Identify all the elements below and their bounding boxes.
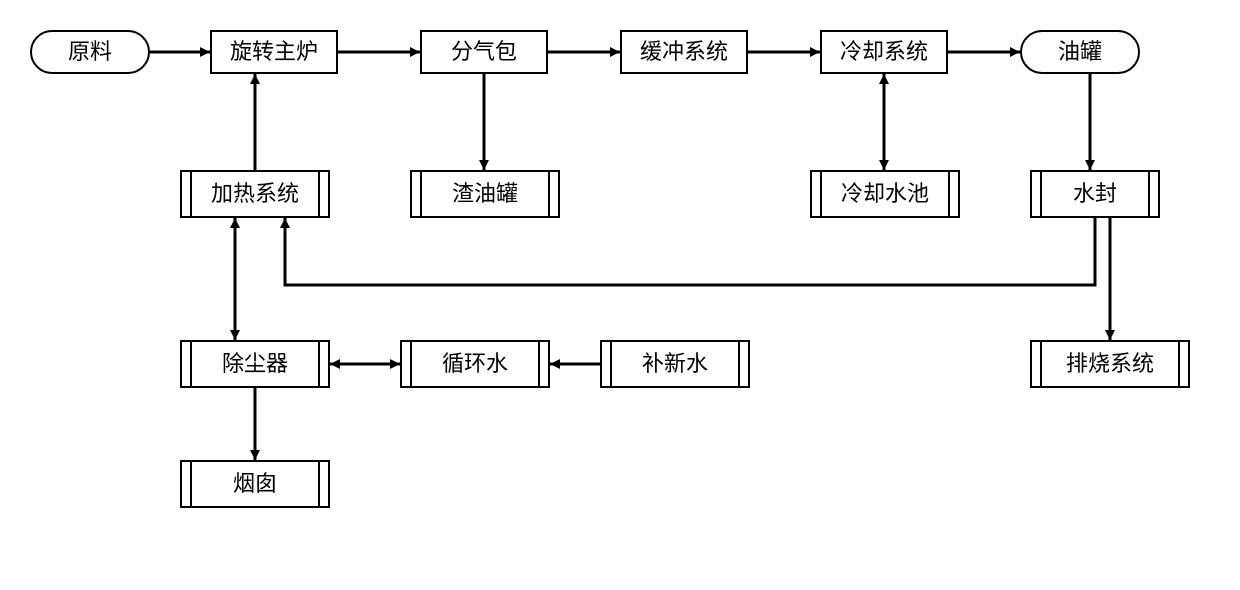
node-newwater: 补新水	[600, 340, 750, 388]
label: 排烧系统	[1066, 352, 1154, 376]
label: 加热系统	[211, 182, 299, 206]
label: 烟囱	[233, 472, 277, 496]
label: 补新水	[642, 352, 708, 376]
label: 原料	[68, 40, 112, 64]
label: 冷却水池	[841, 182, 929, 206]
label: 冷却系统	[840, 40, 928, 64]
node-cooling: 冷却系统	[820, 30, 948, 74]
node-furnace: 旋转主炉	[210, 30, 338, 74]
label: 分气包	[451, 40, 517, 64]
label: 除尘器	[222, 352, 288, 376]
node-waterseal: 水封	[1030, 170, 1160, 218]
node-cycwater: 循环水	[400, 340, 550, 388]
label: 缓冲系统	[640, 40, 728, 64]
node-burn: 排烧系统	[1030, 340, 1190, 388]
label: 渣油罐	[452, 182, 518, 206]
label: 油罐	[1058, 40, 1102, 64]
label: 水封	[1073, 182, 1117, 206]
edge-waterseal-heater	[285, 218, 1095, 285]
node-slagoil: 渣油罐	[410, 170, 560, 218]
label: 旋转主炉	[230, 40, 318, 64]
node-dust: 除尘器	[180, 340, 330, 388]
node-chimney: 烟囱	[180, 460, 330, 508]
label: 循环水	[442, 352, 508, 376]
node-buffer: 缓冲系统	[620, 30, 748, 74]
node-raw: 原料	[30, 30, 150, 74]
node-oiltank: 油罐	[1020, 30, 1140, 74]
node-gasbag: 分气包	[420, 30, 548, 74]
node-coolpool: 冷却水池	[810, 170, 960, 218]
node-heater: 加热系统	[180, 170, 330, 218]
